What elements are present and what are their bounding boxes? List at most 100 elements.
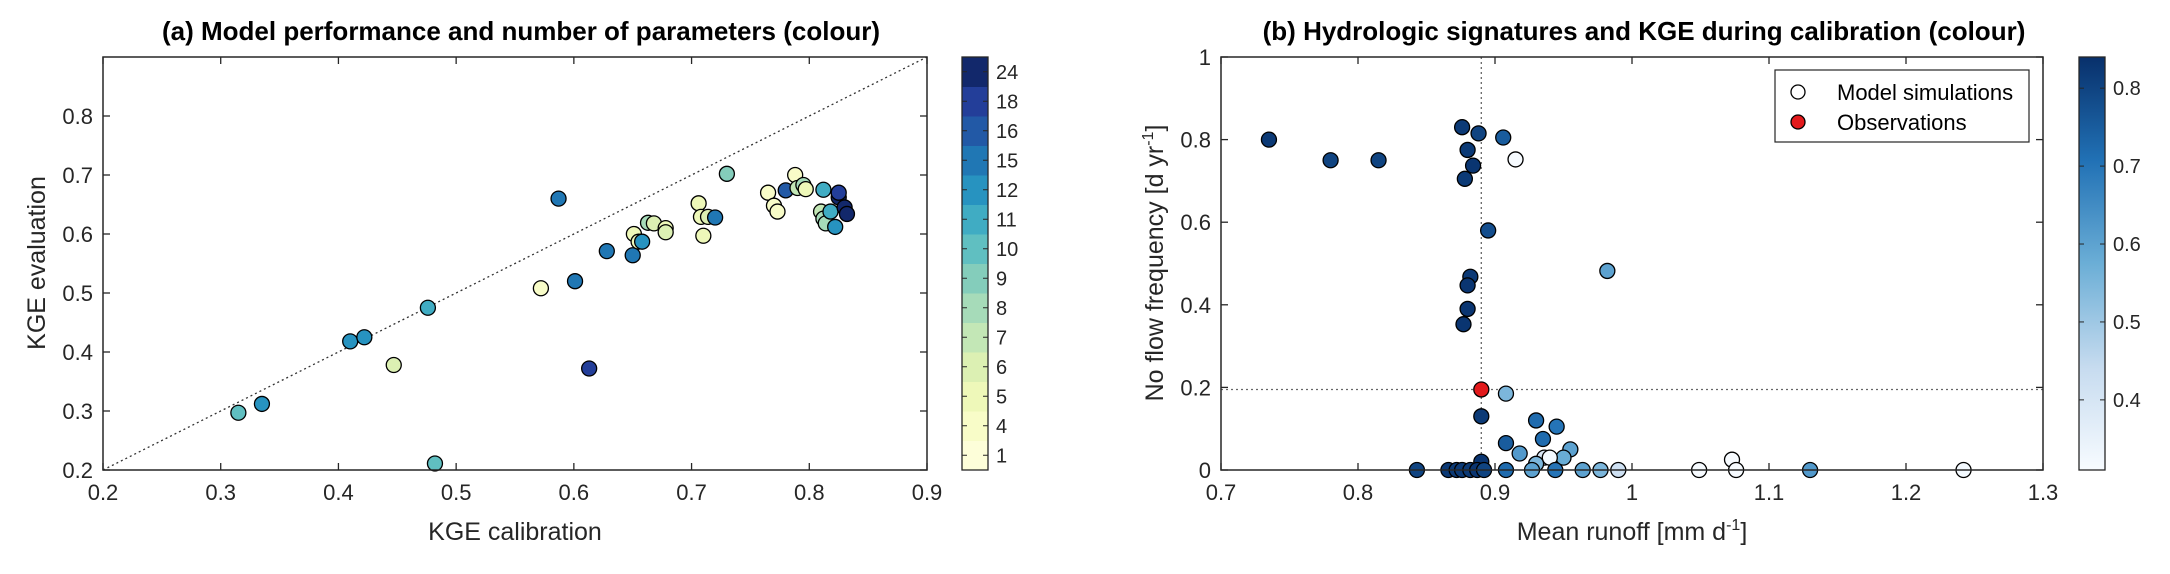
data-point — [1453, 119, 1471, 136]
data-point — [1473, 408, 1490, 425]
data-point — [419, 299, 437, 316]
legend-marker-observations — [1790, 114, 1806, 130]
data-point — [1260, 131, 1278, 148]
data-point — [822, 203, 839, 220]
y-tick-label: 0.8 — [1180, 128, 1211, 153]
data-point — [797, 181, 814, 198]
y-tick-label: 0.4 — [1180, 293, 1211, 318]
data-point — [695, 227, 712, 244]
data-point — [581, 360, 598, 377]
y-tick-label: 0.2 — [1180, 375, 1211, 400]
data-point — [1459, 141, 1476, 159]
data-point — [1464, 157, 1482, 174]
x-tick-label: 1.1 — [1754, 480, 1785, 505]
panel-b: (b) Hydrologic signatures and KGE during… — [1140, 16, 2141, 546]
data-point — [1459, 277, 1476, 294]
y-tick-label: 0.6 — [62, 222, 93, 247]
y-tick-label: 0.8 — [62, 104, 93, 129]
x-tick-label: 0.2 — [88, 480, 119, 505]
panel-a-axes-box — [102, 56, 928, 471]
colorbar-tick-label: 12 — [996, 180, 1018, 202]
y-tick-label: 0.4 — [62, 340, 93, 365]
legend-label-model: Model simulations — [1837, 80, 2013, 105]
observation-point — [1473, 381, 1490, 398]
x-tick-label: 0.3 — [205, 480, 236, 505]
x-tick-label: 1.3 — [2028, 480, 2059, 505]
data-point — [1511, 445, 1528, 462]
data-point — [657, 224, 674, 241]
panel-b-axes-box — [1220, 56, 2044, 471]
colorbar-bar — [2078, 56, 2106, 471]
y-tick-label: 1 — [1199, 45, 1211, 70]
colorbar-tick-label: 7 — [996, 327, 1007, 349]
data-point — [1599, 262, 1616, 280]
colorbar-tick-label: 1 — [996, 445, 1007, 467]
data-point — [827, 218, 844, 236]
x-tick-label: 0.4 — [323, 480, 354, 505]
colorbar-tick-label: 4 — [996, 416, 1007, 438]
data-point — [230, 404, 247, 421]
colorbar-tick-label: 5 — [996, 386, 1007, 408]
data-point — [1322, 152, 1339, 169]
x-tick-label: 0.9 — [1480, 480, 1511, 505]
data-point — [690, 195, 707, 212]
x-tick-label: 1 — [1626, 480, 1638, 505]
data-point — [1497, 385, 1515, 402]
data-point — [830, 184, 847, 201]
x-tick-label: 0.8 — [794, 480, 825, 505]
colorbar-tick-label: 0.5 — [2113, 312, 2141, 334]
x-tick-label: 0.9 — [912, 480, 943, 505]
panel-b-observation-reference-lines — [1221, 57, 2043, 470]
panel-b-title: (b) Hydrologic signatures and KGE during… — [1263, 16, 2026, 46]
data-point — [1527, 412, 1545, 429]
data-point — [532, 280, 550, 297]
panel-a-points — [230, 165, 856, 472]
data-point — [1507, 151, 1524, 168]
data-point — [566, 273, 584, 290]
data-point — [633, 233, 651, 250]
panel-a-title: (a) Model performance and number of para… — [162, 16, 880, 46]
data-point — [1370, 152, 1387, 169]
legend-label-observations: Observations — [1837, 110, 1967, 135]
colorbar-tick-label: 10 — [996, 239, 1018, 261]
colorbar-tick-label: 15 — [996, 150, 1018, 172]
data-point — [1456, 170, 1474, 187]
data-point — [598, 242, 615, 260]
data-point — [1548, 418, 1565, 435]
panel-b-ticks: 0.7 0.8 0.9 1 1.1 1.2 1.3 0 0.2 0.4 0.6 0.8 1 — [1180, 45, 2058, 505]
y-tick-label: 0.6 — [1180, 210, 1211, 235]
panel-a-ticks: 0.2 0.3 0.4 0.5 0.6 0.7 0.8 0.9 0.2 0.3 0.4 0.5 0.6 0… — [62, 57, 942, 505]
data-point — [624, 247, 641, 264]
data-point — [1459, 300, 1476, 318]
data-point — [718, 165, 736, 182]
panel-a-colorbar: 1 4 5 6 7 8 9 10 11 12 15 16 18 24 — [961, 56, 1018, 471]
y-tick-label: 0.7 — [62, 163, 93, 188]
data-point — [385, 356, 402, 374]
colorbar-tick-label: 0.8 — [2113, 78, 2141, 100]
x-tick-label: 0.7 — [676, 480, 707, 505]
data-point — [550, 190, 567, 207]
data-point — [426, 455, 444, 472]
colorbar-tick-label: 0.7 — [2113, 156, 2141, 178]
data-point — [1470, 125, 1487, 142]
panel-b-xlabel: Mean runoff [mm d-1] — [1517, 517, 1748, 546]
data-point — [1497, 435, 1515, 452]
data-point — [706, 209, 724, 226]
x-tick-label: 0.7 — [1206, 480, 1237, 505]
x-tick-label: 1.2 — [1891, 480, 1922, 505]
one-to-one-line — [102, 56, 928, 471]
y-tick-label: 0.3 — [62, 399, 93, 424]
data-point — [1480, 222, 1497, 239]
colorbar-tick-label: 8 — [996, 298, 1007, 320]
colorbar-tick-label: 16 — [996, 121, 1018, 143]
panel-a-one-to-one-line — [102, 56, 928, 471]
panel-b-legend: Model simulations Observations — [1774, 69, 2030, 143]
legend-marker-model — [1790, 84, 1806, 100]
data-point — [838, 205, 856, 223]
colorbar-tick-label: 9 — [996, 268, 1007, 290]
data-point — [1495, 129, 1512, 146]
panel-a-xlabel: KGE calibration — [428, 518, 602, 546]
data-point — [1455, 316, 1472, 333]
colorbar-tick-label: 18 — [996, 91, 1018, 113]
data-point — [815, 181, 832, 198]
